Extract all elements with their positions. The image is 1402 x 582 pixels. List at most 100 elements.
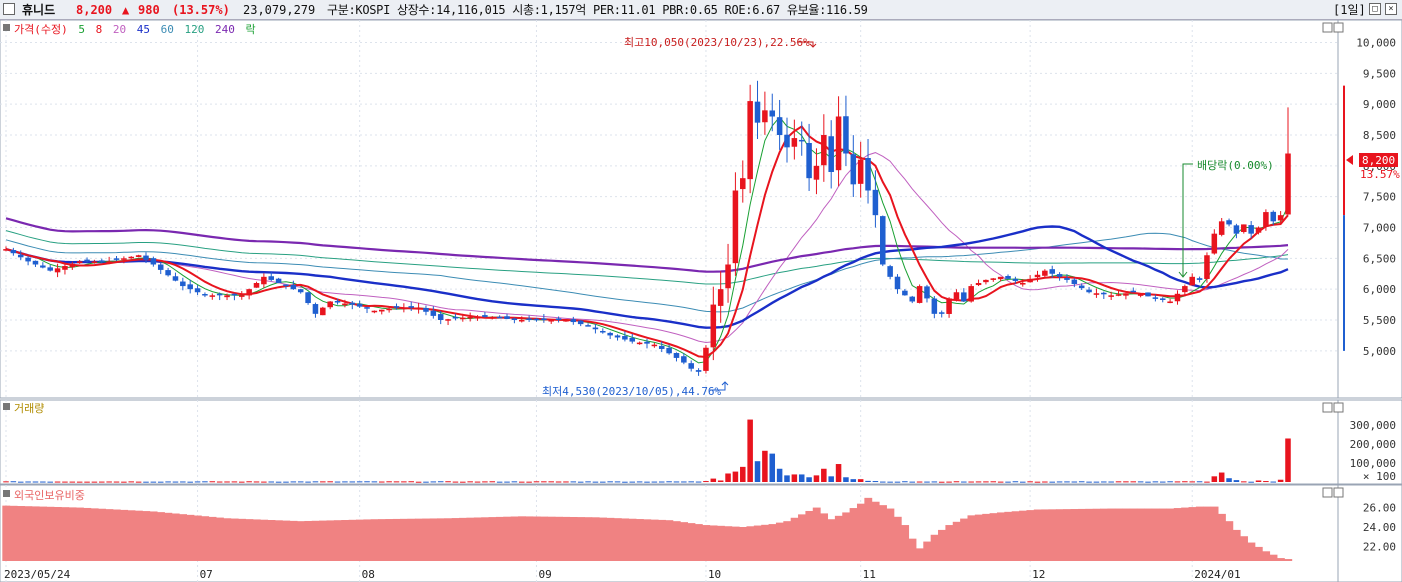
candle-body <box>172 276 179 281</box>
candle-body <box>246 289 252 296</box>
volume-bar <box>231 481 238 483</box>
candle-body <box>386 308 392 311</box>
candle-body <box>541 318 547 320</box>
volume-bar <box>1218 472 1225 482</box>
price-panel-icon[interactable] <box>3 24 10 31</box>
volume-bar <box>850 479 857 482</box>
candle-body <box>629 337 636 342</box>
close-button[interactable]: × <box>1385 3 1397 15</box>
date-tick-label: 2023/05/24 <box>4 568 71 581</box>
foreign-ratio-bar <box>466 517 475 561</box>
foreign-ratio-bar <box>333 520 342 561</box>
foreign-ratio-bar <box>635 519 644 561</box>
volume-bar <box>555 481 562 483</box>
candle-body <box>968 286 974 302</box>
foreign-ratio-bar <box>584 517 593 561</box>
candle-body <box>1042 270 1048 276</box>
candle-body <box>283 284 289 287</box>
candle-body <box>1005 276 1011 279</box>
foreign-ratio-bar <box>39 506 48 561</box>
volume-bar <box>725 473 731 482</box>
volume-bar <box>533 481 540 483</box>
candle-body <box>740 178 746 190</box>
volume-bar <box>769 453 776 482</box>
panel-minimize-button[interactable] <box>1322 22 1333 33</box>
foreign-ratio-bar <box>414 518 423 561</box>
foreign-ratio-bar <box>1063 509 1072 561</box>
last-pct-label: 13.57% <box>1360 168 1400 181</box>
legend-ma240: 240 <box>215 23 235 36</box>
price-legend: 가격(수정) 5 8 20 45 60 120 240 락 <box>3 23 256 36</box>
volume-bar <box>401 481 407 483</box>
foreign-ratio-bar <box>650 519 659 561</box>
panel-close-button[interactable] <box>1333 402 1344 413</box>
panel-minimize-button[interactable] <box>1322 402 1333 413</box>
foreign-ratio-bar <box>1092 508 1101 561</box>
candle-body <box>997 276 1004 280</box>
volume-bar <box>1226 478 1232 482</box>
candle-body <box>1115 294 1122 296</box>
volume-bar <box>1145 481 1151 483</box>
volume-bar <box>747 419 753 482</box>
candle-body <box>865 158 871 191</box>
foreign-ratio-bar <box>849 508 858 561</box>
price-tick-label: 10,000 <box>1356 37 1396 50</box>
menu-icon[interactable] <box>3 3 15 15</box>
ma45-line <box>5 225 1289 329</box>
candle-body <box>253 283 260 288</box>
foreign-ratio-bar <box>1173 508 1182 561</box>
volume-bar <box>1130 481 1137 483</box>
volume-bar <box>1189 481 1195 483</box>
foreign-ratio-bar <box>105 509 114 561</box>
volume-bar <box>1285 438 1291 482</box>
date-tick-label: 09 <box>538 568 551 581</box>
volume-bar <box>283 481 289 483</box>
candle-body <box>239 295 245 297</box>
foreign-ratio-bar <box>1033 509 1042 561</box>
volume-bar <box>1027 481 1033 483</box>
foreign-ratio-bar <box>739 527 747 561</box>
candle-body <box>320 307 326 316</box>
foreign-ratio-bar <box>1019 510 1027 561</box>
foreign-ratio-bar <box>790 517 799 561</box>
low-arrow-icon <box>710 381 729 391</box>
volume-bar <box>1012 481 1019 483</box>
foreign-ratio-bar <box>930 534 939 561</box>
foreign-ratio-bar <box>238 518 246 561</box>
foreign-ratio-bar <box>805 510 814 561</box>
candle-body <box>850 154 857 185</box>
candle-body <box>452 316 459 319</box>
foreign-ratio-bar <box>871 501 880 561</box>
foreign-ratio-bar <box>503 516 512 561</box>
volume-bar <box>224 481 230 483</box>
candle-body <box>762 110 768 123</box>
foreign-ratio-bar <box>923 541 932 561</box>
ma60-line <box>5 232 1288 313</box>
candle-body <box>909 296 916 302</box>
volume-unit-label: × 100 <box>1363 470 1396 483</box>
candle-body <box>69 263 76 268</box>
foreign-ratio-bar <box>1048 509 1057 561</box>
candle-body <box>312 304 319 314</box>
candle-body <box>32 260 39 265</box>
foreign-ratio-bar <box>444 518 453 561</box>
foreign-ratio-bar <box>606 517 615 561</box>
candle-body <box>180 281 186 287</box>
volume-bar <box>1152 481 1159 483</box>
volume-bar <box>1093 481 1100 483</box>
panel-minimize-button[interactable] <box>1322 487 1333 498</box>
foreign-ratio-bar <box>716 525 725 561</box>
volume-bar <box>975 481 982 483</box>
date-tick-label: 11 <box>863 568 876 581</box>
panel-close-button[interactable] <box>1333 487 1344 498</box>
candle-body <box>371 310 378 313</box>
period-selector[interactable]: [1일] <box>1333 3 1366 17</box>
foreign-panel-icon[interactable] <box>3 490 10 497</box>
maximize-button[interactable]: □ <box>1369 3 1381 15</box>
volume-bar <box>504 481 510 483</box>
volume-panel-icon[interactable] <box>3 403 10 410</box>
foreign-ratio-bar <box>775 522 784 561</box>
panel-close-button[interactable] <box>1333 22 1344 33</box>
candle-body <box>135 255 142 257</box>
